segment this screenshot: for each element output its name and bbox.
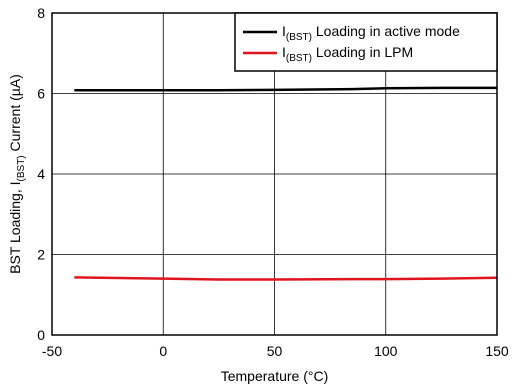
x-axis-title: Temperature (°C) (221, 368, 329, 384)
series-lines (74, 86, 498, 281)
legend-box (234, 12, 498, 72)
y-axis-title-pre: BST Loading, I (7, 181, 23, 273)
y-tick-label: 0 (37, 327, 45, 343)
y-tick-label: 2 (37, 247, 45, 263)
x-tick-label: 0 (159, 343, 167, 359)
x-tick-labels: -50 0 50 100 150 (42, 343, 509, 359)
legend-label-lpm: I(BST) Loading in LPM (282, 44, 413, 64)
y-tick-label: 4 (37, 166, 45, 182)
y-axis-title: BST Loading, I(BST) Current (µA) (7, 74, 27, 274)
y-axis-title-sub: (BST) (16, 155, 27, 181)
series-line-0 (74, 86, 497, 92)
x-tick-label: 150 (485, 343, 509, 359)
y-tick-labels: 0 2 4 6 8 (37, 5, 45, 343)
legend-label-active-mode: I(BST) Loading in active mode (282, 23, 460, 43)
y-tick-label: 6 (37, 86, 45, 102)
x-tick-label: 100 (374, 343, 398, 359)
series-line-1 (74, 276, 498, 281)
y-tick-label: 8 (37, 5, 45, 21)
y-axis-title-post: Current (µA) (7, 74, 23, 155)
legend: I(BST) Loading in active mode I(BST) Loa… (234, 12, 498, 72)
x-tick-label: -50 (42, 343, 62, 359)
x-tick-label: 50 (267, 343, 283, 359)
